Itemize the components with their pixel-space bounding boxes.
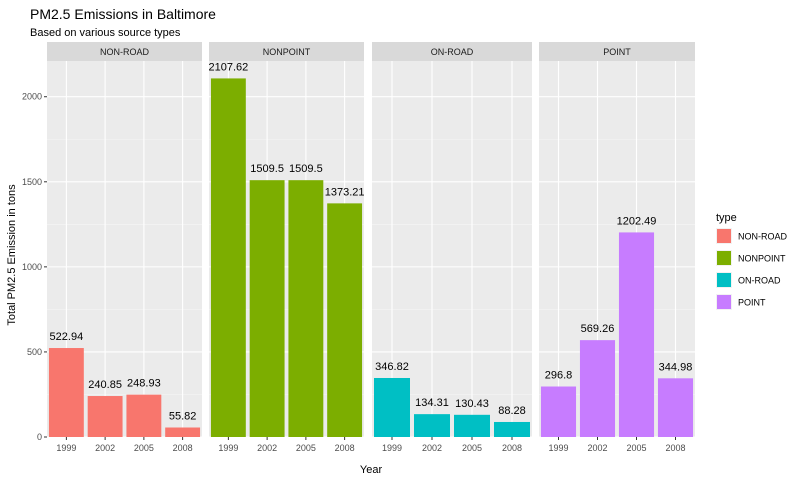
legend-swatch	[717, 273, 731, 287]
x-tick-label: 2008	[502, 443, 522, 453]
panel-point: POINT 296.8 569.26 1202.49 344.98 1999 2002 200…	[539, 42, 695, 453]
facet-strip	[209, 42, 364, 61]
bar-point-1999	[540, 386, 577, 437]
x-tick-label: 1999	[382, 443, 402, 453]
data-label: 240.85	[88, 379, 122, 391]
legend: NON-ROAD NONPOINT ON-ROAD POINT	[716, 228, 787, 310]
bar-point-2002	[579, 340, 616, 437]
legend-label: NONPOINT	[738, 254, 786, 264]
bar-non-road-2008	[165, 427, 201, 437]
chart-subtitle: Based on various source types	[30, 27, 181, 39]
x-tick-label: 2008	[335, 443, 355, 453]
data-label: 134.31	[415, 397, 449, 409]
bar-nonpoint-1999	[210, 78, 246, 438]
x-tick-label: 2008	[173, 443, 193, 453]
facet-strip	[47, 42, 202, 61]
data-label: 2107.62	[208, 61, 248, 73]
legend-item-on-road: ON-ROAD	[716, 272, 781, 288]
legend-swatch	[717, 229, 731, 243]
x-tick-label: 2005	[134, 443, 154, 453]
legend-label: POINT	[738, 298, 766, 308]
data-label: 55.82	[169, 411, 197, 423]
legend-swatch	[717, 251, 731, 265]
x-tick-label: 2008	[665, 443, 685, 453]
data-label: 346.82	[375, 361, 409, 373]
y-tick-label: 1000	[22, 262, 42, 272]
legend-item-non-road: NON-ROAD	[716, 228, 787, 244]
legend-swatch	[717, 295, 731, 309]
facet-strip-label: NON-ROAD	[100, 47, 149, 57]
x-tick-label: 2002	[422, 443, 442, 453]
legend-title: type	[716, 212, 737, 224]
bar-point-2005	[618, 232, 655, 437]
bar-on-road-2008	[494, 421, 530, 437]
facet-strip	[372, 42, 532, 61]
legend-item-point: POINT	[716, 294, 766, 310]
data-label: 1373.21	[325, 186, 365, 198]
facet-strip-label: NONPOINT	[263, 47, 311, 57]
x-tick-label: 1999	[56, 443, 76, 453]
y-tick-label: 0	[37, 432, 42, 442]
data-label: 296.8	[545, 370, 573, 382]
x-tick-label: 1999	[218, 443, 238, 453]
bar-non-road-1999	[48, 348, 84, 437]
y-axis-label: Total PM2.5 Emission in tons	[6, 184, 18, 326]
x-axis-label: Year	[360, 464, 383, 476]
x-tick-label: 1999	[548, 443, 568, 453]
facet-strip-label: ON-ROAD	[431, 47, 474, 57]
data-label: 1202.49	[617, 215, 657, 227]
bar-on-road-2002	[414, 414, 450, 437]
legend-label: ON-ROAD	[738, 276, 781, 286]
bar-nonpoint-2008	[327, 203, 363, 437]
panel-non-road: NON-ROAD 522.94 240.85 248.93 55.82 1999 2002 2…	[47, 42, 202, 453]
bar-on-road-1999	[374, 377, 410, 437]
x-tick-label: 2002	[95, 443, 115, 453]
bar-non-road-2002	[87, 396, 123, 437]
panel-on-road: ON-ROAD 346.82 134.31 130.43 88.28 1999 2002 20…	[372, 42, 532, 453]
data-label: 522.94	[50, 331, 84, 343]
bar-on-road-2005	[454, 414, 490, 437]
facet-strip	[539, 42, 695, 61]
bar-nonpoint-2002	[249, 180, 285, 437]
y-tick-label: 1500	[22, 177, 42, 187]
panel-background	[372, 61, 532, 437]
y-tick-label: 2000	[22, 92, 42, 102]
data-label: 130.43	[455, 398, 489, 410]
data-label: 1509.5	[289, 163, 323, 175]
bar-point-2008	[657, 378, 694, 437]
y-tick-label: 500	[27, 347, 42, 357]
data-label: 88.28	[498, 405, 526, 417]
panel-background	[539, 61, 695, 437]
data-label: 569.26	[581, 323, 615, 335]
data-label: 1509.5	[250, 163, 284, 175]
legend-label: NON-ROAD	[738, 232, 787, 242]
bar-nonpoint-2005	[288, 180, 324, 437]
x-tick-label: 2002	[587, 443, 607, 453]
facet-strip-label: POINT	[603, 47, 631, 57]
legend-item-nonpoint: NONPOINT	[716, 250, 786, 266]
x-tick-label: 2005	[296, 443, 316, 453]
x-tick-label: 2005	[626, 443, 646, 453]
x-tick-label: 2002	[257, 443, 277, 453]
x-tick-label: 2005	[462, 443, 482, 453]
data-label: 248.93	[127, 378, 161, 390]
y-axis: 0 500 1000 1500 2000	[22, 92, 47, 442]
chart-title: PM2.5 Emissions in Baltimore	[30, 6, 216, 22]
bar-non-road-2005	[126, 394, 162, 437]
facet-panels: NON-ROAD 522.94 240.85 248.93 55.82 1999 2002 2…	[22, 42, 695, 453]
data-label: 344.98	[659, 361, 693, 373]
